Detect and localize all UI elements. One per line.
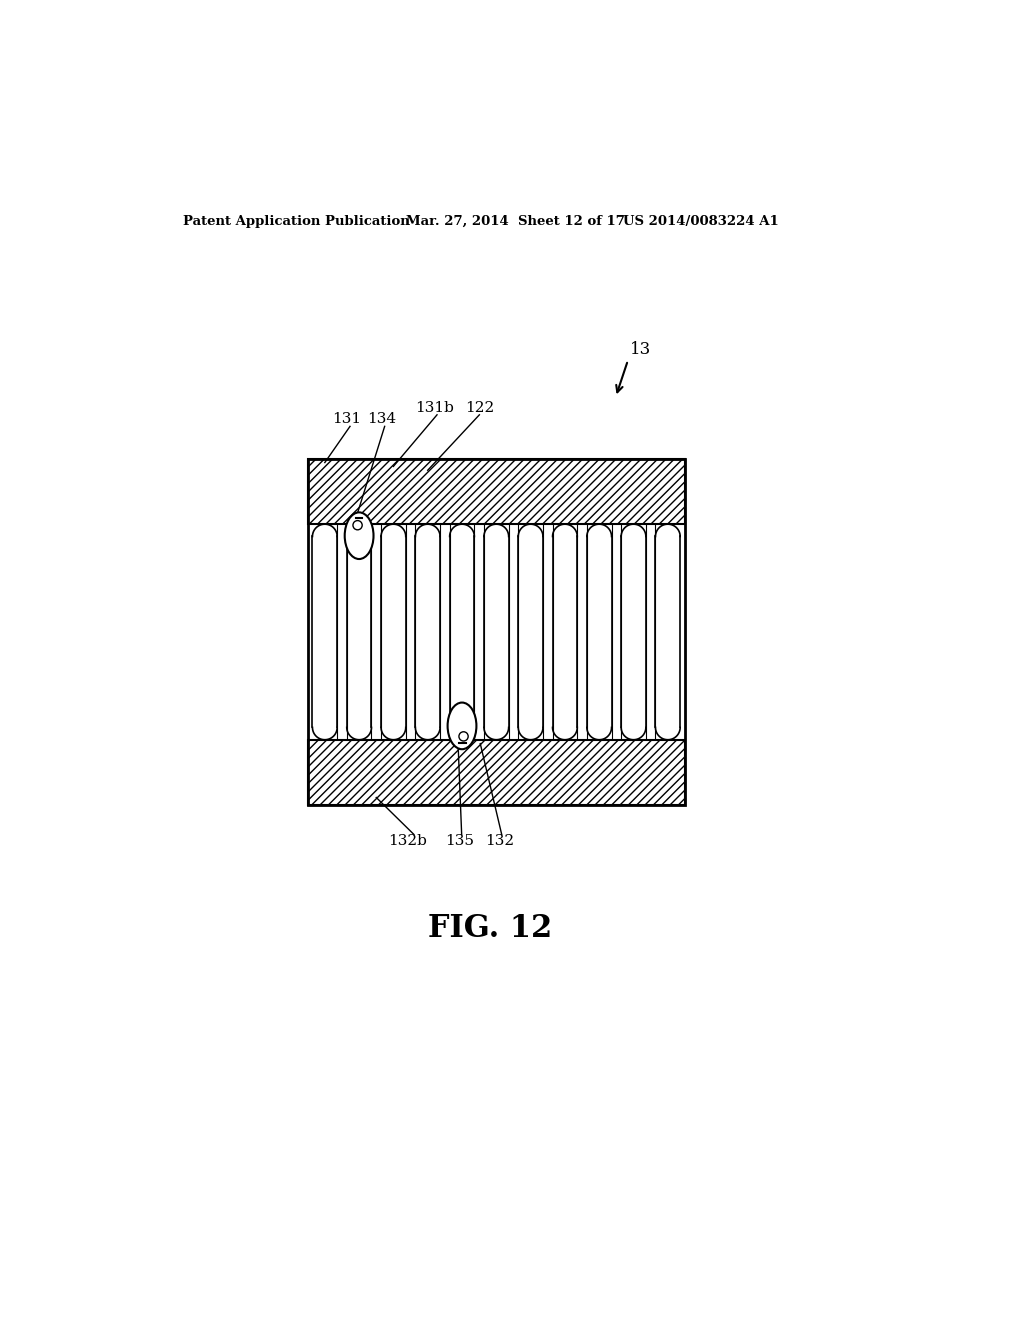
Bar [611,524,622,739]
FancyBboxPatch shape [587,536,611,727]
Ellipse shape [655,715,680,739]
Ellipse shape [381,524,406,549]
Bar [406,524,416,739]
Ellipse shape [484,524,509,549]
Text: FIG. 12: FIG. 12 [428,913,552,944]
FancyBboxPatch shape [484,536,509,727]
Text: Mar. 27, 2014  Sheet 12 of 17: Mar. 27, 2014 Sheet 12 of 17 [407,215,625,228]
Bar [307,739,685,805]
Ellipse shape [416,524,440,549]
FancyBboxPatch shape [622,536,646,727]
FancyBboxPatch shape [347,536,372,727]
Bar [307,524,685,739]
Ellipse shape [518,715,543,739]
Ellipse shape [587,715,611,739]
Ellipse shape [312,715,337,739]
Circle shape [353,520,362,529]
Text: 135: 135 [444,834,474,849]
Ellipse shape [553,715,578,739]
Ellipse shape [447,702,476,750]
Text: Patent Application Publication: Patent Application Publication [183,215,410,228]
Ellipse shape [484,715,509,739]
Ellipse shape [450,524,474,549]
Ellipse shape [381,715,406,739]
Text: 134: 134 [367,412,396,426]
Ellipse shape [347,524,372,549]
Ellipse shape [553,524,578,549]
Bar [440,524,450,739]
Bar [474,524,484,739]
FancyBboxPatch shape [655,536,680,727]
FancyBboxPatch shape [312,536,337,727]
Text: 13: 13 [630,341,651,358]
Ellipse shape [587,524,611,549]
FancyBboxPatch shape [416,536,440,727]
Ellipse shape [347,715,372,739]
Ellipse shape [518,524,543,549]
Bar [337,524,347,739]
Bar [509,524,518,739]
Bar [578,524,587,739]
Text: 131b: 131b [416,401,455,414]
Ellipse shape [312,524,337,549]
FancyBboxPatch shape [553,536,578,727]
Ellipse shape [416,715,440,739]
Text: 132b: 132b [388,834,427,849]
Bar [543,524,553,739]
Bar [307,459,685,805]
Text: US 2014/0083224 A1: US 2014/0083224 A1 [624,215,779,228]
Text: 132: 132 [485,834,515,849]
Ellipse shape [622,524,646,549]
FancyBboxPatch shape [381,536,406,727]
Bar [646,524,655,739]
Ellipse shape [450,715,474,739]
FancyBboxPatch shape [518,536,543,727]
Bar [307,459,685,524]
Bar [372,524,381,739]
Ellipse shape [655,524,680,549]
Text: 122: 122 [465,401,494,414]
Text: 131: 131 [333,412,361,426]
Circle shape [459,731,468,741]
FancyBboxPatch shape [450,536,474,727]
Ellipse shape [622,715,646,739]
Ellipse shape [345,512,374,560]
